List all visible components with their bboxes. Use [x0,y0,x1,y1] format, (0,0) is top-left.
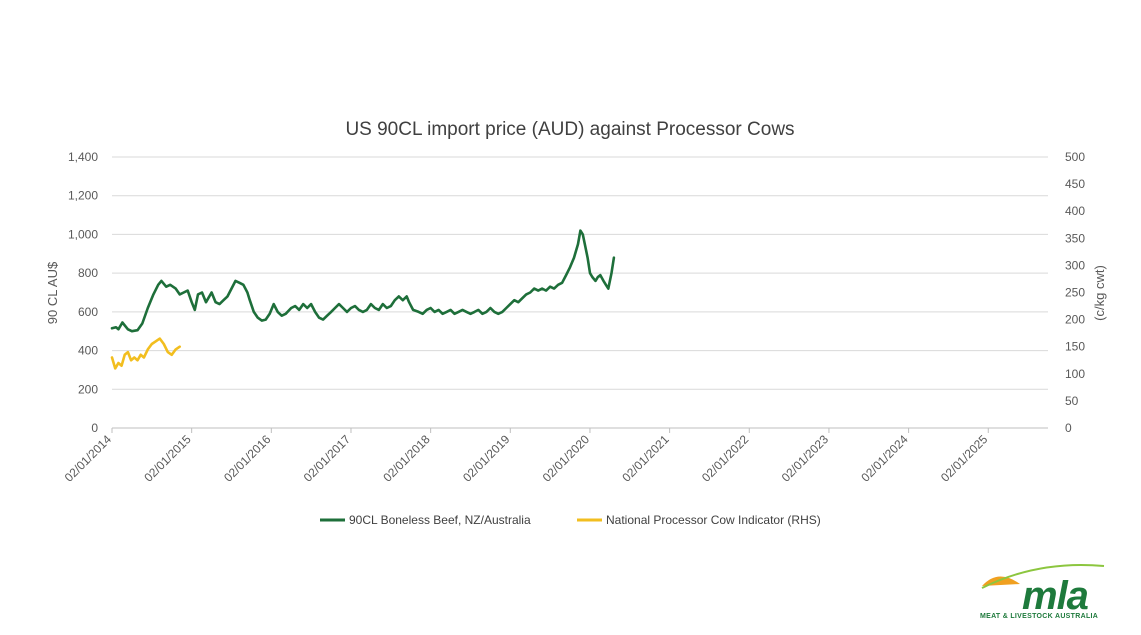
series-group [110,229,616,370]
y-axis-title: 90 CL AU$ [45,261,60,324]
chart-title: US 90CL import price (AUD) against Proce… [345,119,794,140]
y-axis-right: 0 50 100 150 200 250 300 350 400 450 500 [1065,150,1085,435]
y-tick-label: 1,000 [68,227,98,241]
y2-tick-label: 100 [1065,367,1085,381]
x-tick-label: 02/01/2021 [619,432,672,485]
series-line-processor-cow [110,337,181,370]
logo-wordmark: mla [1022,574,1089,618]
x-tick-label: 02/01/2015 [141,432,194,485]
logo-swoosh [981,563,1105,589]
y-tick-label: 200 [78,382,98,396]
y2-axis-title: (c/kg cwt) [1092,265,1107,321]
y2-tick-label: 500 [1065,150,1085,164]
y2-tick-label: 350 [1065,231,1085,245]
logo-mark [981,563,1105,589]
logo-tagline: MEAT & LIVESTOCK AUSTRALIA [980,613,1099,620]
y2-tick-label: 450 [1065,177,1085,191]
x-tick-label: 02/01/2024 [858,432,911,485]
x-tick-label: 02/01/2019 [460,432,513,485]
x-tick-label: 02/01/2018 [380,432,433,485]
legend: 90CL Boneless Beef, NZ/Australia Nationa… [320,513,821,527]
legend-label-processor-cow: National Processor Cow Indicator (RHS) [606,513,821,527]
y-axis-left: 0 200 400 600 800 1,000 1,200 1,400 [68,150,98,435]
y2-tick-label: 50 [1065,394,1079,408]
gridlines [112,156,1048,429]
y2-tick-label: 300 [1065,258,1085,272]
y2-tick-label: 400 [1065,204,1085,218]
x-axis: 02/01/2014 02/01/2015 02/01/2016 02/01/2017… [62,428,991,485]
series-line-90cl [110,229,616,333]
legend-label-90cl: 90CL Boneless Beef, NZ/Australia [349,513,531,527]
y-tick-label: 600 [78,305,98,319]
x-tick-label: 02/01/2017 [301,432,354,485]
y-tick-label: 0 [91,421,98,435]
y2-tick-label: 0 [1065,421,1072,435]
x-tick-label: 02/01/2023 [779,432,832,485]
y2-tick-label: 250 [1065,286,1085,300]
y-tick-label: 400 [78,344,98,358]
mla-logo: mla MEAT & LIVESTOCK AUSTRALIA [978,560,1108,624]
x-tick-label: 02/01/2022 [699,432,752,485]
x-tick-label: 02/01/2014 [62,432,115,485]
y-tick-label: 1,200 [68,189,98,203]
x-tick-label: 02/01/2020 [540,432,593,485]
y2-tick-label: 200 [1065,313,1085,327]
x-tick-label: 02/01/2016 [221,432,274,485]
y-tick-label: 800 [78,266,98,280]
x-tick-label: 02/01/2025 [938,432,991,485]
y2-tick-label: 150 [1065,340,1085,354]
y-tick-label: 1,400 [68,150,98,164]
